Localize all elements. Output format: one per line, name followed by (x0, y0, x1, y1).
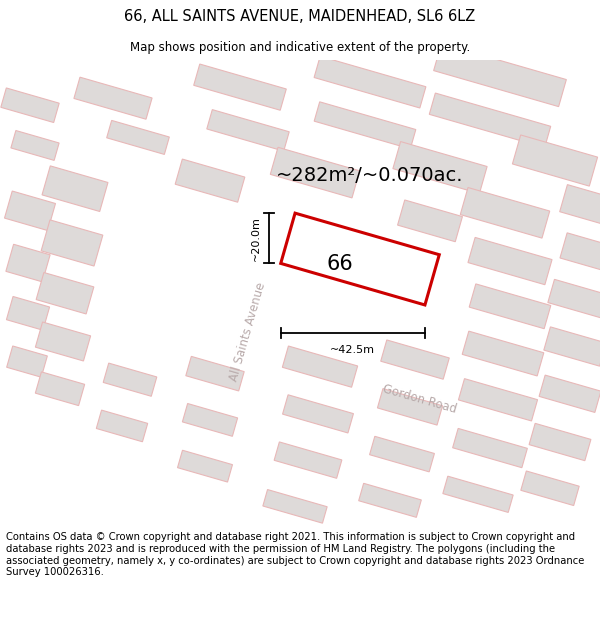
Polygon shape (186, 356, 244, 391)
Polygon shape (175, 159, 245, 202)
Polygon shape (468, 238, 552, 285)
Polygon shape (314, 56, 426, 108)
Polygon shape (469, 284, 551, 329)
Polygon shape (560, 233, 600, 273)
Polygon shape (458, 379, 538, 421)
Polygon shape (393, 142, 487, 194)
Text: Gordon Road: Gordon Road (382, 382, 458, 416)
Polygon shape (42, 166, 108, 211)
Polygon shape (460, 188, 550, 238)
Polygon shape (521, 471, 579, 506)
Text: 66, ALL SAINTS AVENUE, MAIDENHEAD, SL6 6LZ: 66, ALL SAINTS AVENUE, MAIDENHEAD, SL6 6… (124, 9, 476, 24)
Polygon shape (560, 184, 600, 227)
Polygon shape (74, 77, 152, 119)
Polygon shape (194, 64, 286, 110)
Polygon shape (36, 272, 94, 314)
Text: ~20.0m: ~20.0m (251, 216, 261, 261)
Text: Map shows position and indicative extent of the property.: Map shows position and indicative extent… (130, 41, 470, 54)
Polygon shape (314, 102, 416, 149)
Polygon shape (512, 135, 598, 186)
Polygon shape (7, 296, 50, 330)
Polygon shape (41, 220, 103, 266)
Polygon shape (377, 389, 443, 425)
Polygon shape (207, 109, 289, 151)
Polygon shape (283, 395, 353, 433)
Text: All Saints Avenue: All Saints Avenue (227, 281, 268, 382)
Polygon shape (7, 346, 47, 378)
Polygon shape (97, 410, 148, 442)
Polygon shape (103, 363, 157, 396)
Polygon shape (429, 93, 551, 148)
Text: Contains OS data © Crown copyright and database right 2021. This information is : Contains OS data © Crown copyright and d… (6, 532, 584, 578)
Polygon shape (5, 191, 55, 231)
Polygon shape (539, 375, 600, 413)
Polygon shape (270, 148, 360, 198)
Polygon shape (274, 442, 342, 478)
Polygon shape (370, 436, 434, 472)
Polygon shape (6, 244, 50, 282)
Polygon shape (398, 200, 463, 242)
Polygon shape (107, 121, 169, 154)
Polygon shape (359, 483, 421, 518)
Polygon shape (462, 331, 544, 376)
Polygon shape (11, 131, 59, 161)
Polygon shape (443, 476, 513, 512)
Polygon shape (381, 340, 449, 379)
Text: 66: 66 (326, 254, 353, 274)
Polygon shape (452, 428, 527, 468)
Polygon shape (35, 372, 85, 406)
Polygon shape (178, 450, 232, 482)
Polygon shape (1, 88, 59, 122)
Text: ~42.5m: ~42.5m (331, 345, 376, 355)
Polygon shape (182, 404, 238, 436)
Text: ~282m²/~0.070ac.: ~282m²/~0.070ac. (276, 166, 464, 185)
Polygon shape (548, 279, 600, 319)
Polygon shape (283, 346, 358, 388)
Polygon shape (434, 44, 566, 107)
Polygon shape (544, 327, 600, 366)
Polygon shape (263, 489, 327, 523)
Polygon shape (529, 423, 591, 461)
Polygon shape (35, 322, 91, 361)
